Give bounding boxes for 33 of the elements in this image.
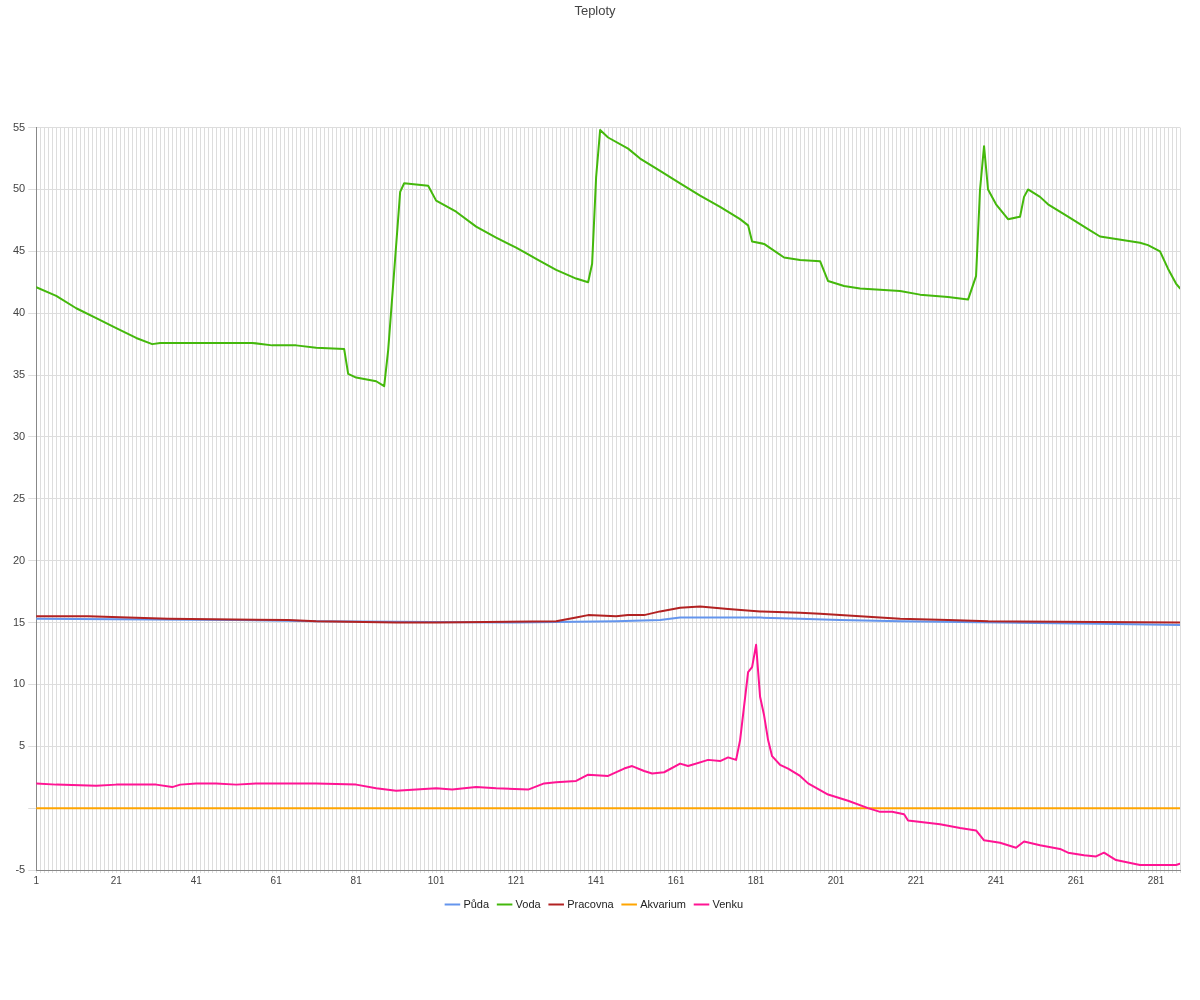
x-tick-label: 21 xyxy=(110,874,123,886)
x-tick-label: 121 xyxy=(507,874,525,886)
chart-title: Teploty xyxy=(574,3,617,19)
x-tick-label: 241 xyxy=(987,874,1005,886)
x-tick-label: 221 xyxy=(907,874,925,886)
x-tick-label: 161 xyxy=(667,874,685,886)
legend-label: Akvarium xyxy=(640,897,686,910)
legend-label: Půda xyxy=(463,897,490,910)
y-tick-label: 45 xyxy=(12,244,26,257)
x-tick-label: 181 xyxy=(747,874,765,886)
x-tick-label: 81 xyxy=(350,874,363,886)
y-tick-label: 30 xyxy=(12,429,26,442)
y-tick-label: 50 xyxy=(12,182,26,195)
x-tick-label: 1 xyxy=(33,874,40,886)
legend-label: Pracovna xyxy=(567,897,615,910)
x-tick-label: 141 xyxy=(587,874,605,886)
y-tick-label: 40 xyxy=(12,306,26,319)
y-tick-label: 20 xyxy=(12,553,26,566)
x-tick-label: 41 xyxy=(190,874,203,886)
y-tick-label: 55 xyxy=(12,120,26,133)
x-tick-label: 281 xyxy=(1147,874,1165,886)
legend-label: Voda xyxy=(515,897,542,910)
x-tick-label: 61 xyxy=(270,874,283,886)
y-tick-label: 25 xyxy=(12,491,26,504)
x-tick-label: 261 xyxy=(1067,874,1085,886)
y-tick-label: 15 xyxy=(12,615,26,628)
x-tick-label: 101 xyxy=(427,874,445,886)
y-tick-label: 35 xyxy=(12,368,26,381)
legend-label: Venku xyxy=(712,897,744,910)
y-tick-label: -5 xyxy=(15,863,26,876)
y-tick-label: 5 xyxy=(19,739,26,752)
x-tick-label: 201 xyxy=(827,874,845,886)
y-tick-label: 10 xyxy=(12,677,26,690)
